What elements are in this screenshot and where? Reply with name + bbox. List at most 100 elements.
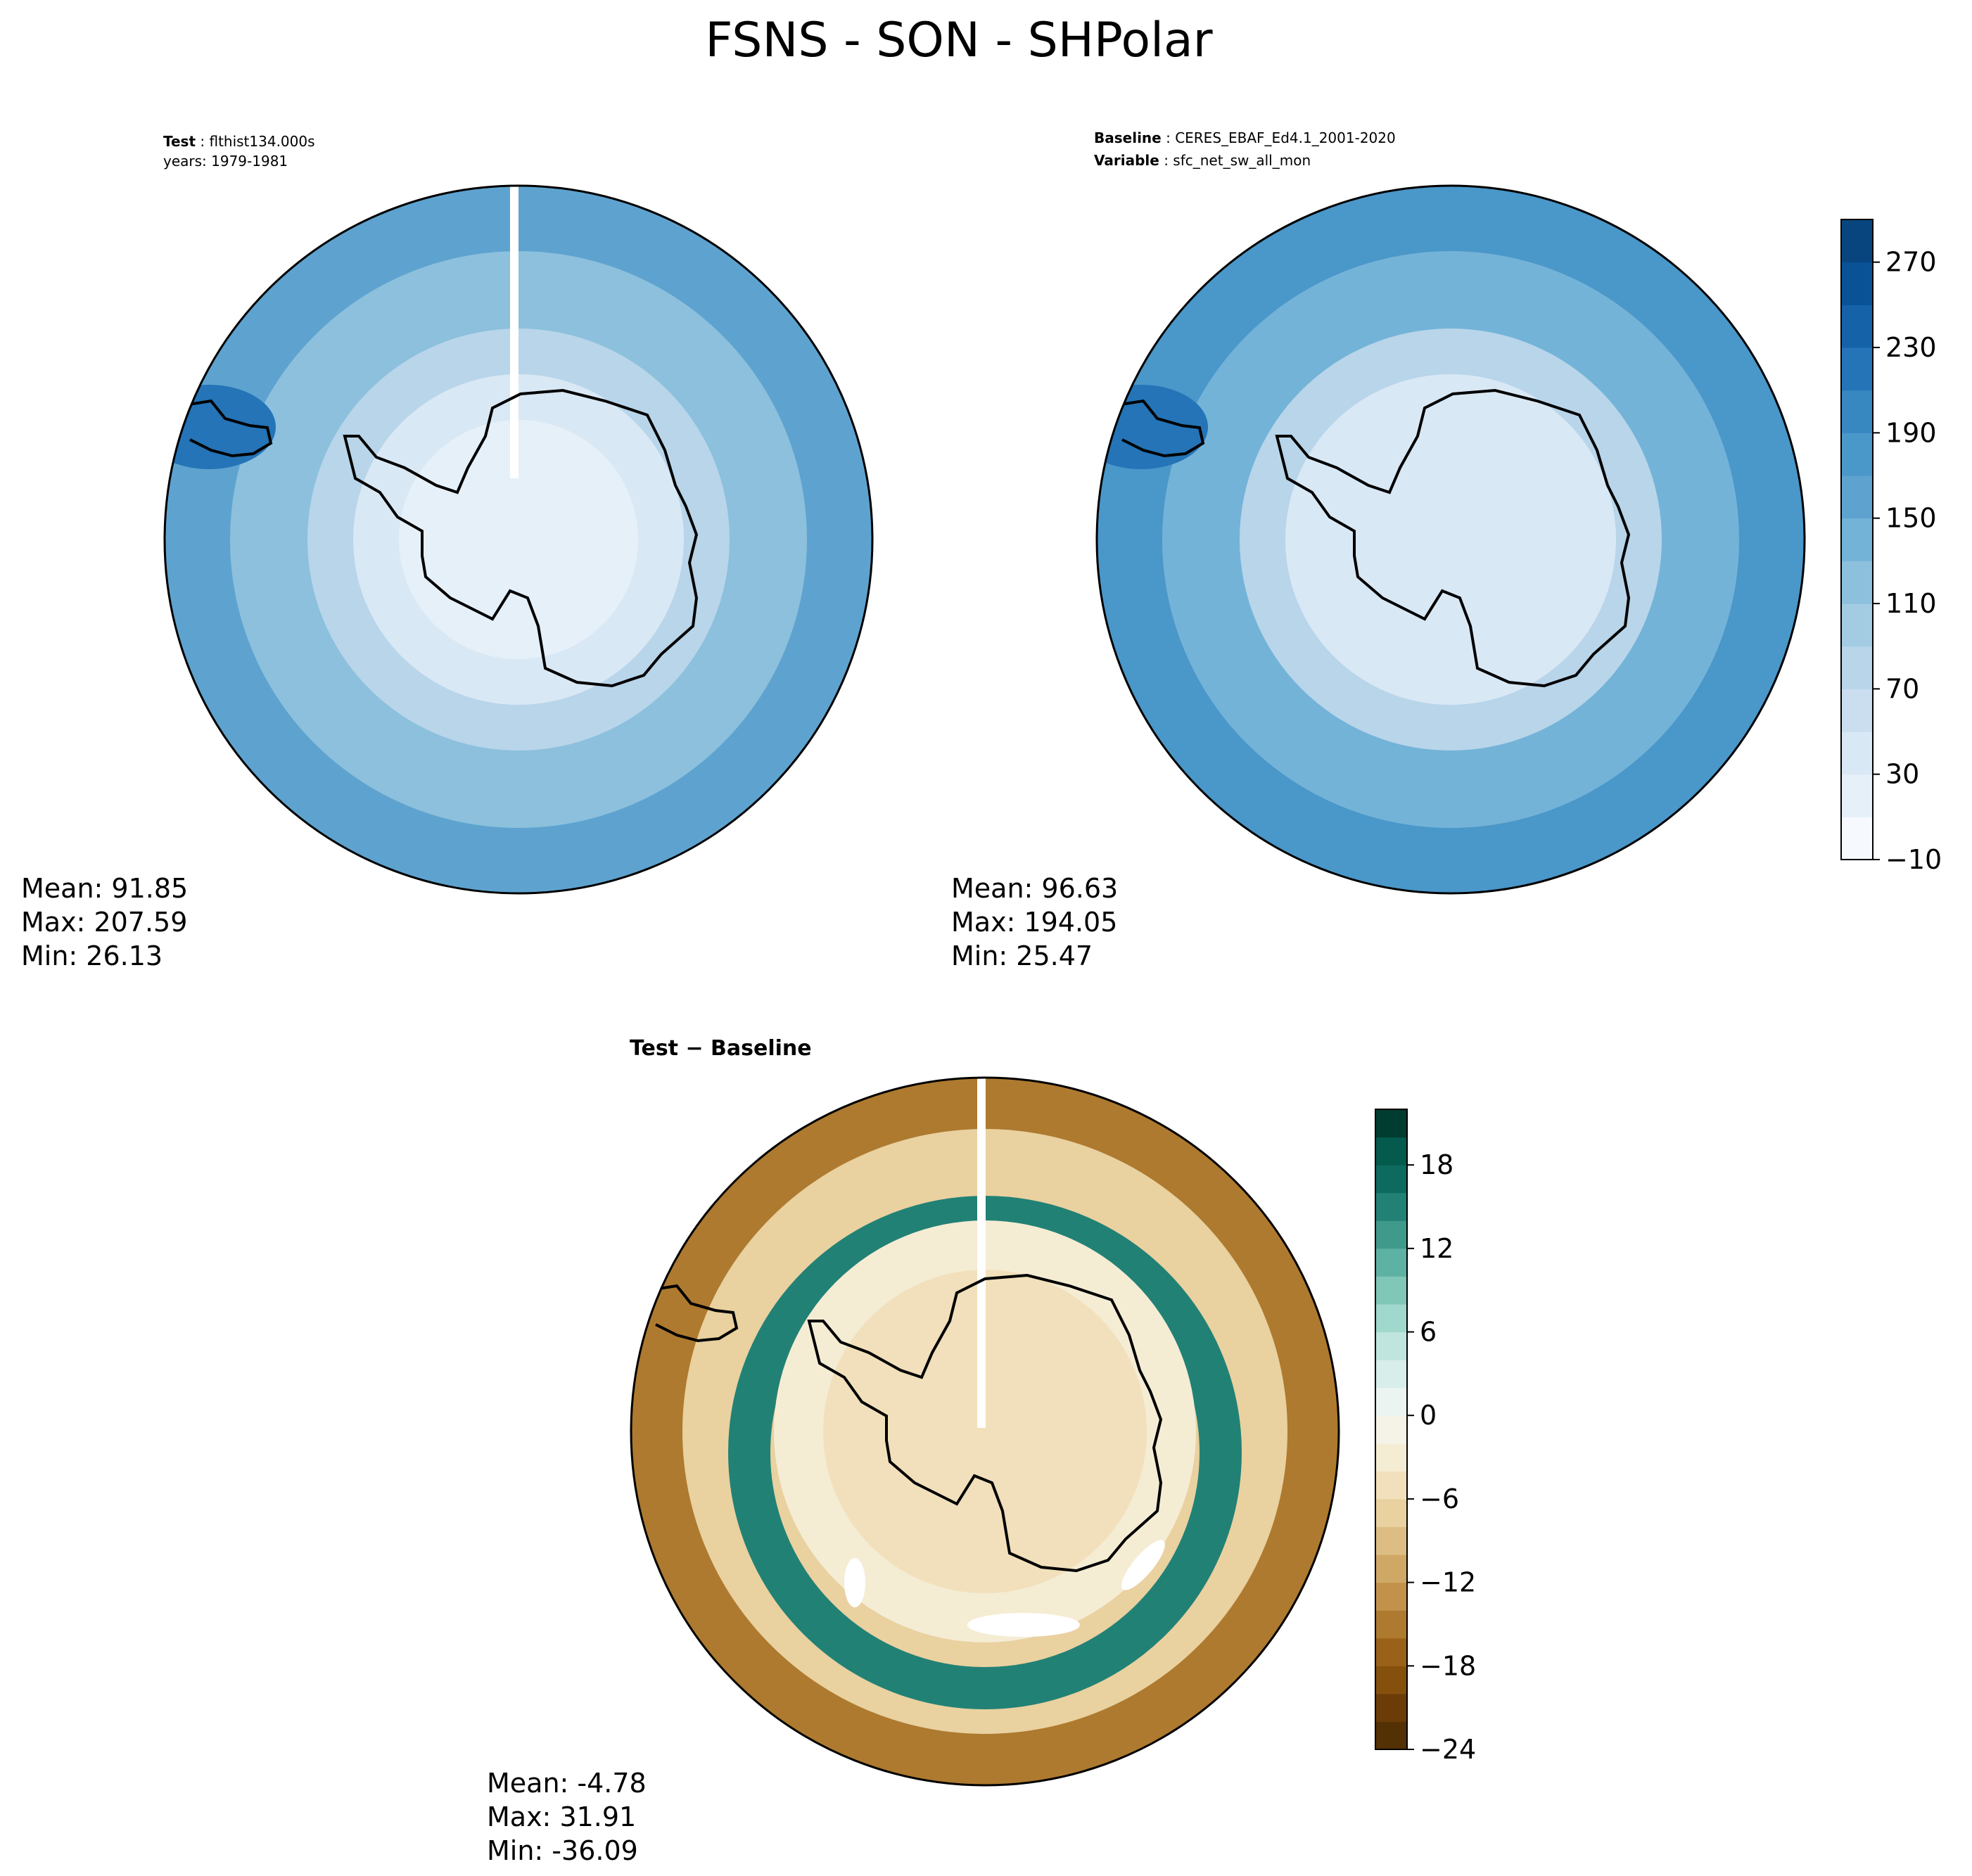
difference-colorbar-segment [1375, 1360, 1407, 1389]
baseline-map-border [1095, 184, 1806, 895]
figure-title: FSNS - SON - SHPolar [705, 13, 1212, 68]
difference-colorbar-frame [1375, 1109, 1408, 1750]
difference-colorbar-segment [1375, 1415, 1407, 1444]
difference-colorbar-segment [1375, 1471, 1407, 1500]
baseline-colorbar-segment [1841, 774, 1873, 817]
baseline-region-interior [1331, 420, 1570, 659]
difference-colorbar-segment [1375, 1165, 1407, 1194]
difference-map [631, 1078, 1339, 1785]
baseline-colorbar-tick-label: 230 [1885, 332, 1937, 363]
test-region-fills [165, 186, 872, 893]
baseline-header-value: CERES_EBAF_Ed4.1_2001-2020 [1175, 129, 1396, 146]
baseline-header-label: Baseline [1094, 129, 1162, 146]
difference-stat-mean: Mean: -4.78 [487, 1768, 647, 1799]
test-stat-max: Max: 207.59 [21, 907, 187, 938]
test-header-label: Test [163, 133, 196, 150]
difference-colorbar-segment [1375, 1638, 1407, 1666]
south-america-coastline [188, 399, 273, 458]
baseline-panel: Baseline : CERES_EBAF_Ed4.1_2001-2020 Va… [951, 129, 1942, 971]
baseline-colorbar-segment [1841, 390, 1873, 433]
test-map-border [163, 184, 874, 895]
test-header-line-2: years: 1979-1981 [163, 153, 288, 170]
baseline-colorbar-segment [1841, 433, 1873, 476]
difference-colorbar-segment [1375, 1526, 1407, 1555]
baseline-colorbar-tick-label: −10 [1885, 844, 1942, 875]
difference-colorbar-tick-label: −24 [1420, 1734, 1476, 1765]
difference-colorbar-segment [1375, 1582, 1407, 1611]
difference-missing-patch [1121, 1540, 1165, 1590]
antarctica-coastline [1275, 388, 1631, 688]
difference-colorbar-tick-label: 12 [1420, 1233, 1453, 1264]
difference-stat-min: Min: -36.09 [487, 1835, 638, 1866]
difference-panel: Test − Baseline Mean: -4.78 Max: 31.91 M… [487, 1036, 1476, 1866]
difference-colorbar-segment [1375, 1443, 1407, 1472]
baseline-colorbar-segment [1841, 518, 1873, 561]
test-panel: Test : flthist134.000s years: 1979-1981 … [21, 133, 874, 971]
difference-region-interior [823, 1270, 1147, 1593]
test-stat-min: Min: 26.13 [21, 940, 163, 971]
baseline-colorbar-segment [1841, 604, 1873, 647]
difference-colorbar-segment [1375, 1192, 1407, 1221]
difference-colorbar-segment [1375, 1555, 1407, 1583]
difference-colorbar-segment [1375, 1276, 1407, 1305]
difference-colorbar-segment [1375, 1498, 1407, 1527]
baseline-colorbar-segment [1841, 732, 1873, 775]
difference-colorbar-segment [1375, 1721, 1407, 1750]
test-stat-mean: Mean: 91.85 [21, 873, 188, 904]
difference-colorbar-tick-label: −6 [1420, 1483, 1459, 1514]
baseline-stat-max: Max: 194.05 [951, 907, 1117, 938]
difference-colorbar-tick-label: 0 [1420, 1400, 1437, 1431]
difference-colorbar: −24 −18 −12 −6 0 6 12 18 [1375, 1109, 1476, 1765]
baseline-colorbar-segment [1841, 262, 1873, 305]
baseline-colorbar-segment [1841, 347, 1873, 391]
difference-colorbar-tick-label: −18 [1420, 1650, 1476, 1681]
baseline-header-line-1: Baseline : CERES_EBAF_Ed4.1_2001-2020 [1094, 129, 1396, 146]
difference-colorbar-segment [1375, 1137, 1407, 1166]
baseline-colorbar-tick-label: 190 [1885, 417, 1937, 448]
difference-stat-max: Max: 31.91 [487, 1801, 636, 1832]
difference-colorbar-segment [1375, 1666, 1407, 1695]
baseline-colorbar-tick-label: 70 [1885, 673, 1919, 704]
difference-colorbar-segment [1375, 1220, 1407, 1249]
baseline-colorbar-segment [1841, 817, 1873, 860]
baseline-variable-label: Variable [1094, 152, 1159, 169]
difference-missing-patch [844, 1558, 865, 1607]
baseline-colorbar-segment [1841, 219, 1873, 263]
antarctica-coastline [343, 388, 699, 688]
difference-colorbar-segment [1375, 1693, 1407, 1722]
baseline-header-line-2: Variable : sfc_net_sw_all_mon [1094, 152, 1311, 169]
antarctica-coastline [807, 1273, 1163, 1573]
baseline-colorbar-segment [1841, 646, 1873, 689]
difference-colorbar-tick-label: 18 [1420, 1149, 1453, 1180]
test-header-line-1: Test : flthist134.000s [163, 133, 315, 150]
difference-colorbar-segment [1375, 1248, 1407, 1277]
difference-colorbar-segment [1375, 1109, 1407, 1138]
baseline-colorbar-segment [1841, 305, 1873, 348]
difference-colorbar-segment [1375, 1610, 1407, 1639]
baseline-colorbar-tick-label: 110 [1885, 588, 1937, 619]
baseline-colorbar-tick-label: 30 [1885, 759, 1919, 790]
test-map [165, 186, 872, 893]
test-region-interior [399, 420, 638, 659]
difference-missing-patch [967, 1613, 1080, 1637]
baseline-map [1097, 186, 1805, 893]
south-america-coastline [654, 1284, 739, 1343]
baseline-colorbar: −10 30 70 110 150 190 230 270 [1840, 219, 1942, 875]
difference-map-border [630, 1076, 1340, 1787]
baseline-region-fills [1097, 186, 1805, 893]
baseline-stat-min: Min: 25.47 [951, 940, 1093, 971]
difference-missing-longitude-strip [977, 1078, 986, 1428]
difference-colorbar-tick-label: 6 [1420, 1317, 1437, 1348]
difference-colorbar-segment [1375, 1387, 1407, 1416]
test-header-value: flthist134.000s [209, 133, 314, 150]
difference-colorbar-segment [1375, 1332, 1407, 1360]
baseline-colorbar-frame [1840, 219, 1874, 860]
test-missing-longitude-strip [510, 186, 519, 478]
south-america-coastline [1120, 399, 1205, 458]
baseline-colorbar-tick-label: 270 [1885, 247, 1937, 278]
difference-header: Test − Baseline [630, 1036, 812, 1061]
baseline-stat-mean: Mean: 96.63 [951, 873, 1118, 904]
baseline-colorbar-tick-label: 150 [1885, 503, 1937, 534]
difference-colorbar-tick-label: −12 [1420, 1567, 1476, 1598]
